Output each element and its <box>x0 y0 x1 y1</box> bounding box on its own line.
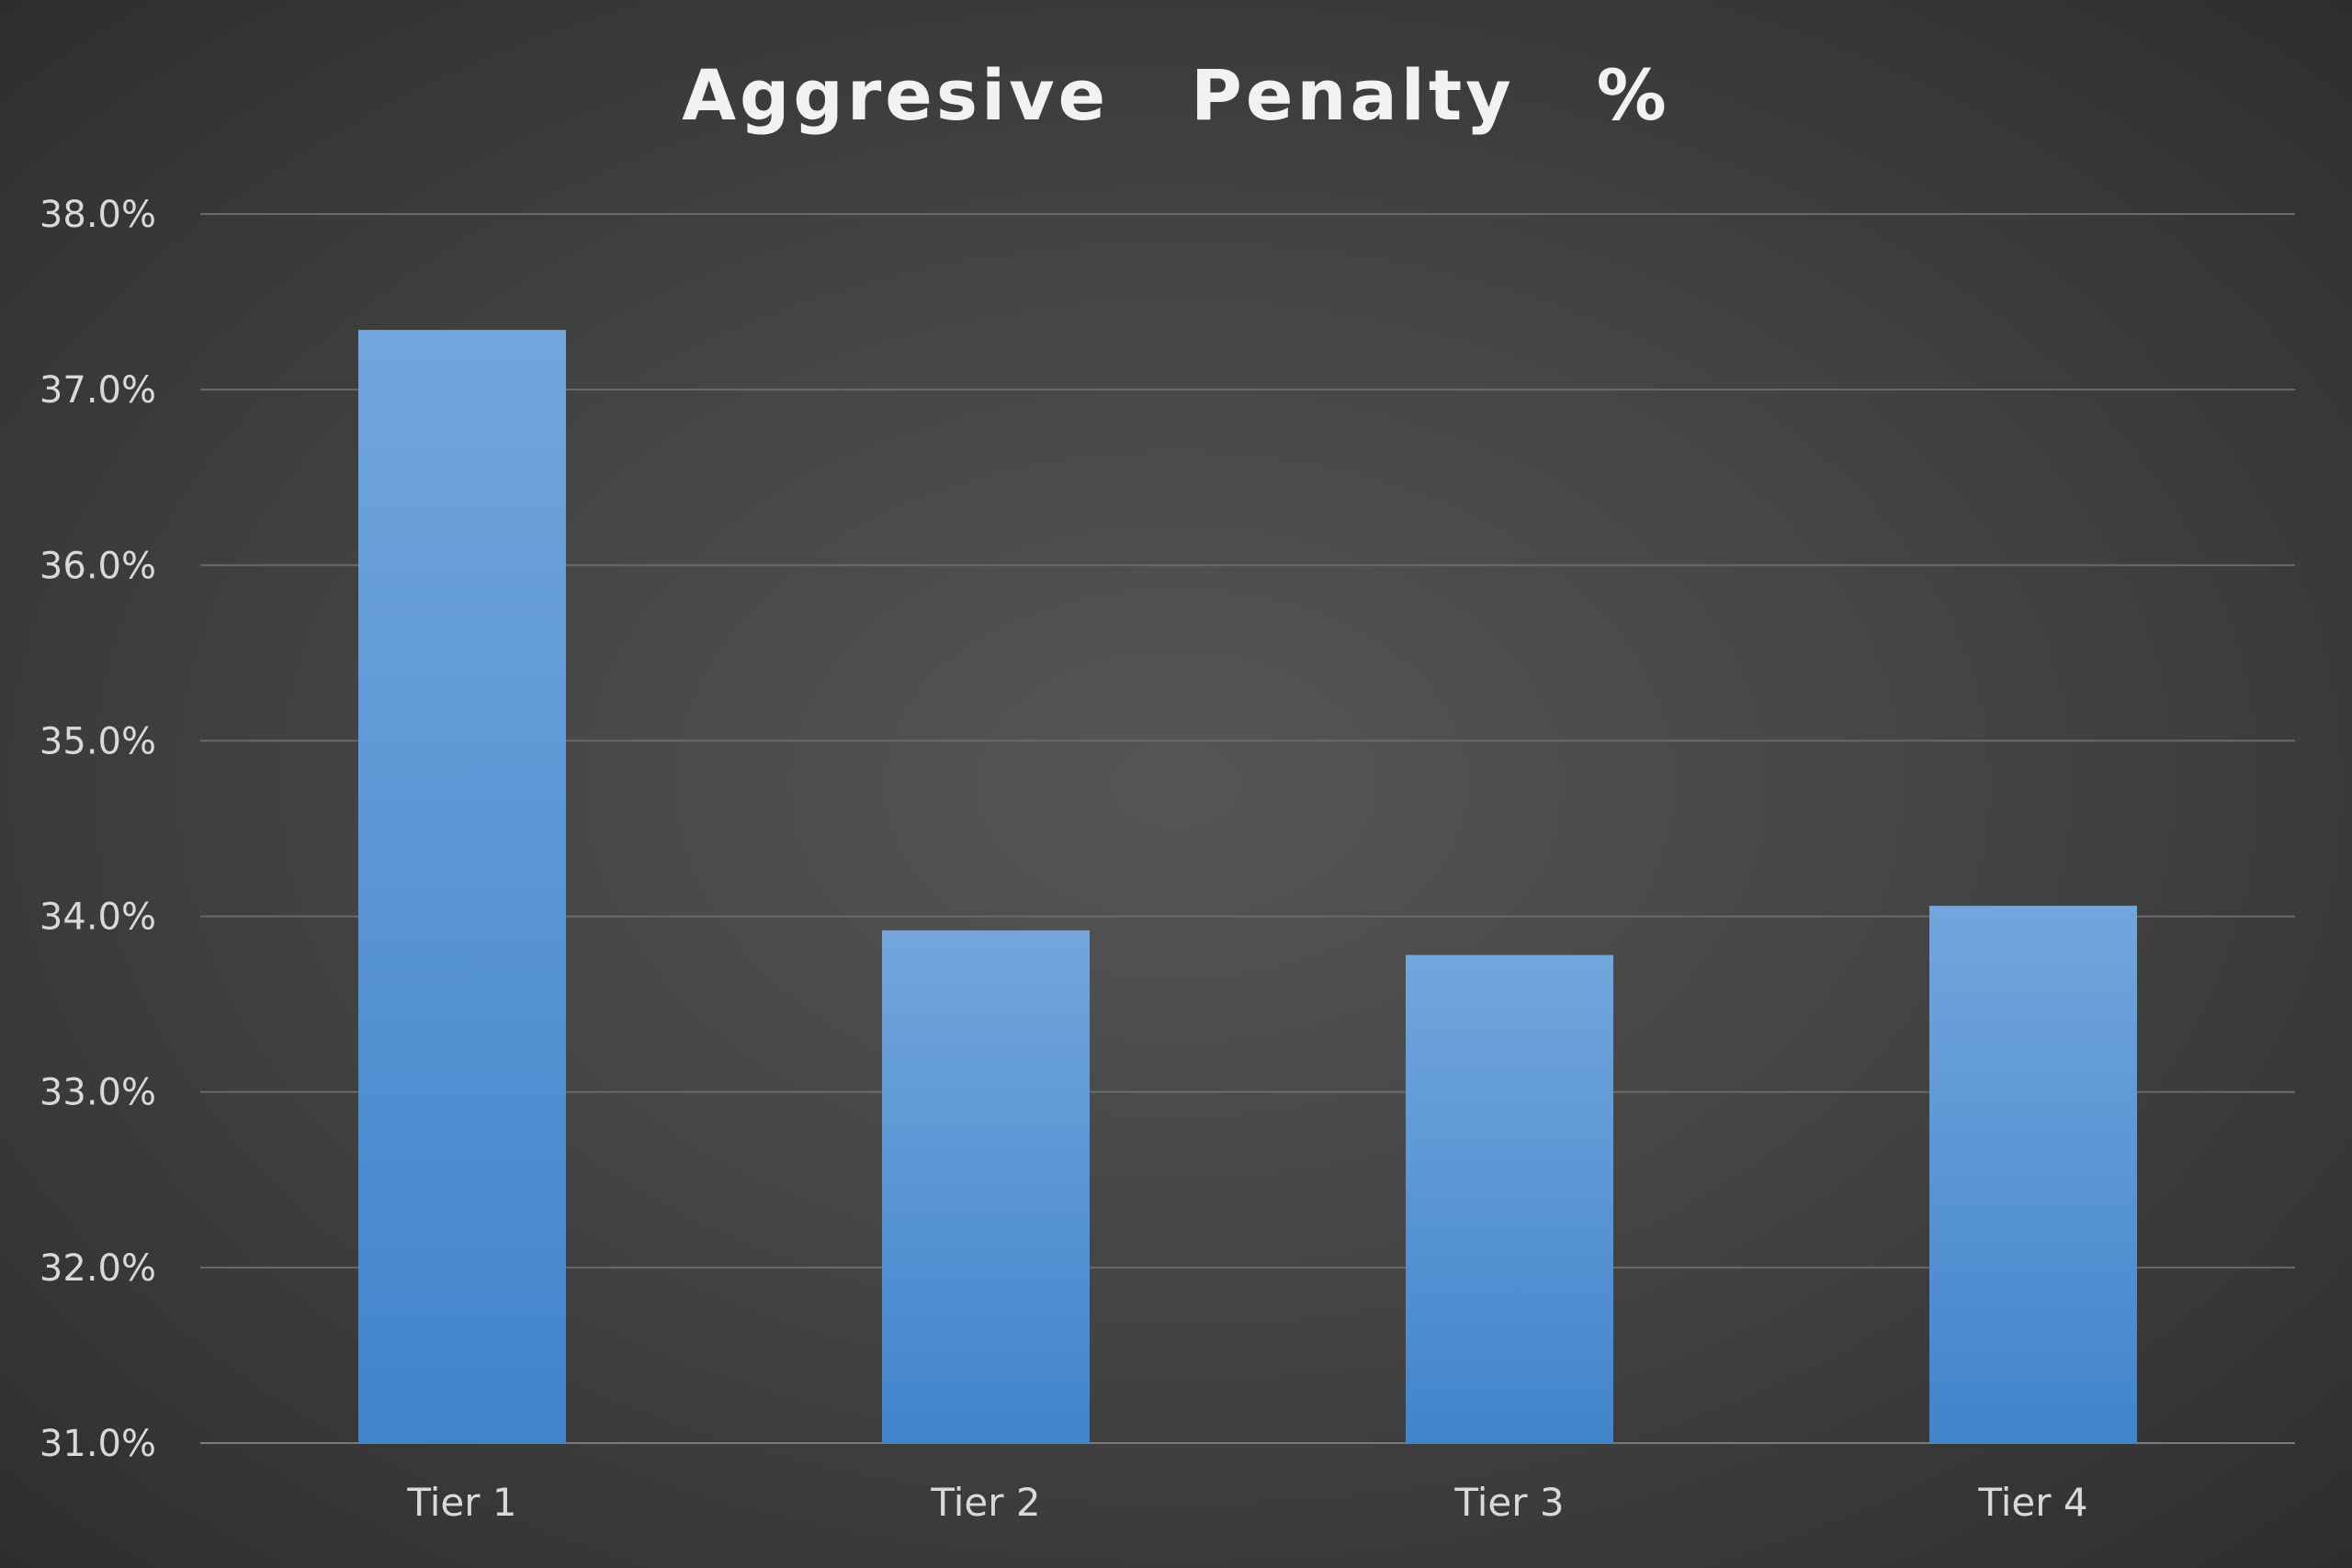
y-tick-label: 36.0% <box>40 545 156 587</box>
x-tick-label: Tier 4 <box>1977 1480 2087 1525</box>
y-tick-label: 32.0% <box>40 1247 156 1290</box>
bar <box>1929 906 2137 1443</box>
y-axis: 31.0% 32.0% 33.0% 34.0% 35.0% 36.0% 37.0% 38.0% <box>40 194 156 1465</box>
x-axis: Tier 1 Tier 2 Tier 3 Tier 4 <box>406 1480 2087 1525</box>
x-tick-label: Tier 3 <box>1453 1480 1564 1525</box>
bar <box>882 930 1090 1443</box>
x-tick-label: Tier 2 <box>930 1480 1040 1525</box>
y-tick-label: 35.0% <box>40 720 156 762</box>
x-tick-label: Tier 1 <box>406 1480 516 1525</box>
bar <box>358 330 566 1443</box>
y-tick-label: 37.0% <box>40 369 156 412</box>
y-tick-label: 33.0% <box>40 1072 156 1114</box>
bar <box>1406 954 1613 1443</box>
y-tick-label: 38.0% <box>40 194 156 236</box>
chart-title: Aggresive Penalty % <box>682 54 1670 136</box>
y-tick-label: 31.0% <box>40 1423 156 1465</box>
bars <box>358 330 2137 1443</box>
y-tick-label: 34.0% <box>40 897 156 939</box>
